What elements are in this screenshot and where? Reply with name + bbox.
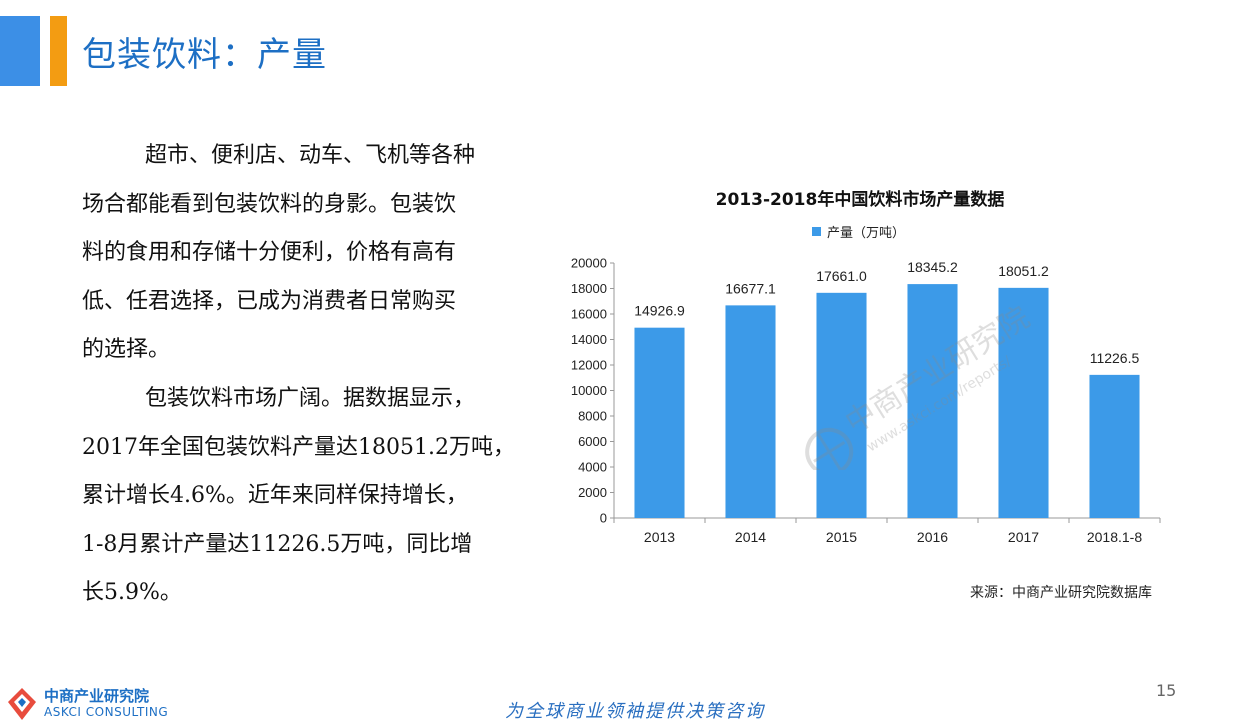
data-label: 14926.9: [634, 303, 685, 319]
data-label: 16677.1: [725, 280, 776, 296]
paragraph-1-line: 的选择。: [82, 337, 171, 363]
y-tick-label: 20000: [571, 256, 607, 271]
bar: [998, 287, 1049, 518]
paragraph-2-line: 包装饮料市场广阔。据数据显示，: [145, 385, 476, 411]
data-label: 17661.0: [816, 268, 867, 284]
y-tick-label: 16000: [571, 307, 607, 322]
y-tick-label: 14000: [571, 332, 607, 347]
legend-label: 产量（万吨）: [827, 226, 906, 241]
data-label: 18051.2: [998, 263, 1049, 279]
paragraph-2-line: 2017年全国包装饮料产量达18051.2万吨，: [82, 434, 515, 460]
x-tick-label: 2013: [644, 529, 675, 545]
bar: [634, 327, 685, 518]
paragraph-1-line: 超市、便利店、动车、飞机等各种: [145, 143, 476, 168]
bar: [907, 284, 958, 518]
footer-slogan: 为全球商业领袖提供决策咨询: [505, 701, 765, 722]
bar-chart: 0 2000 4000 6000 8000 10000 12000 14000 16000 180…: [571, 256, 1161, 545]
chart-title: 2013-2018年中国饮料市场产量数据: [715, 190, 1005, 210]
y-tick-label: 4000: [578, 460, 607, 475]
y-tick-label: 18000: [571, 281, 607, 296]
paragraph-1-line: 场合都能看到包装饮料的身影。包装饮: [82, 191, 457, 217]
logo-name-en: ASKCI CONSULTING: [44, 705, 169, 719]
x-tick-label: 2014: [735, 529, 766, 545]
page-number: 15: [1156, 681, 1177, 700]
chart-legend: 产量（万吨）: [812, 222, 905, 241]
legend-swatch: [812, 227, 821, 236]
source-note: 来源：中商产业研究院数据库: [970, 585, 1152, 601]
data-label: 18345.2: [907, 259, 958, 275]
title-accent-blue: [0, 16, 40, 86]
x-tick-label: 2016: [917, 529, 948, 545]
y-tick-label: 6000: [578, 434, 607, 449]
title-accent-orange: [50, 16, 67, 86]
logo-mark-icon: [8, 688, 36, 720]
x-tick-label: 2018.1-8: [1087, 529, 1142, 545]
y-tick-label: 0: [600, 511, 607, 526]
paragraph-2-line: 1-8月累计产量达11226.5万吨，同比增: [82, 531, 473, 557]
bar: [816, 292, 867, 518]
x-tick-label: 2017: [1008, 529, 1039, 545]
logo-name-cn: 中商产业研究院: [44, 687, 150, 705]
y-tick-label: 2000: [578, 485, 607, 500]
y-tick-label: 8000: [578, 409, 607, 424]
paragraph-1-line: 料的食用和存储十分便利，价格有高有: [82, 240, 457, 266]
bar: [1089, 374, 1140, 518]
body-text: 超市、便利店、动车、飞机等各种 场合都能看到包装饮料的身影。包装饮 料的食用和存…: [82, 132, 527, 618]
y-tick-label: 12000: [571, 358, 607, 373]
page-title: 包装饮料：产量: [82, 35, 327, 75]
paragraph-1-line: 低、任君选择，已成为消费者日常购买: [82, 288, 457, 314]
company-logo: 中商产业研究院 ASKCI CONSULTING: [6, 686, 168, 722]
data-label: 11226.5: [1090, 350, 1140, 366]
x-tick-label: 2015: [826, 529, 857, 545]
paragraph-2-line: 累计增长4.6%。近年来同样保持增长，: [82, 483, 468, 509]
bar: [725, 305, 776, 518]
watermark-logo-icon: 中商产业研究院 www.askci.com/reports/: [805, 300, 1036, 470]
y-tick-label: 10000: [571, 383, 607, 398]
paragraph-2-line: 长5.9%。: [82, 580, 182, 606]
